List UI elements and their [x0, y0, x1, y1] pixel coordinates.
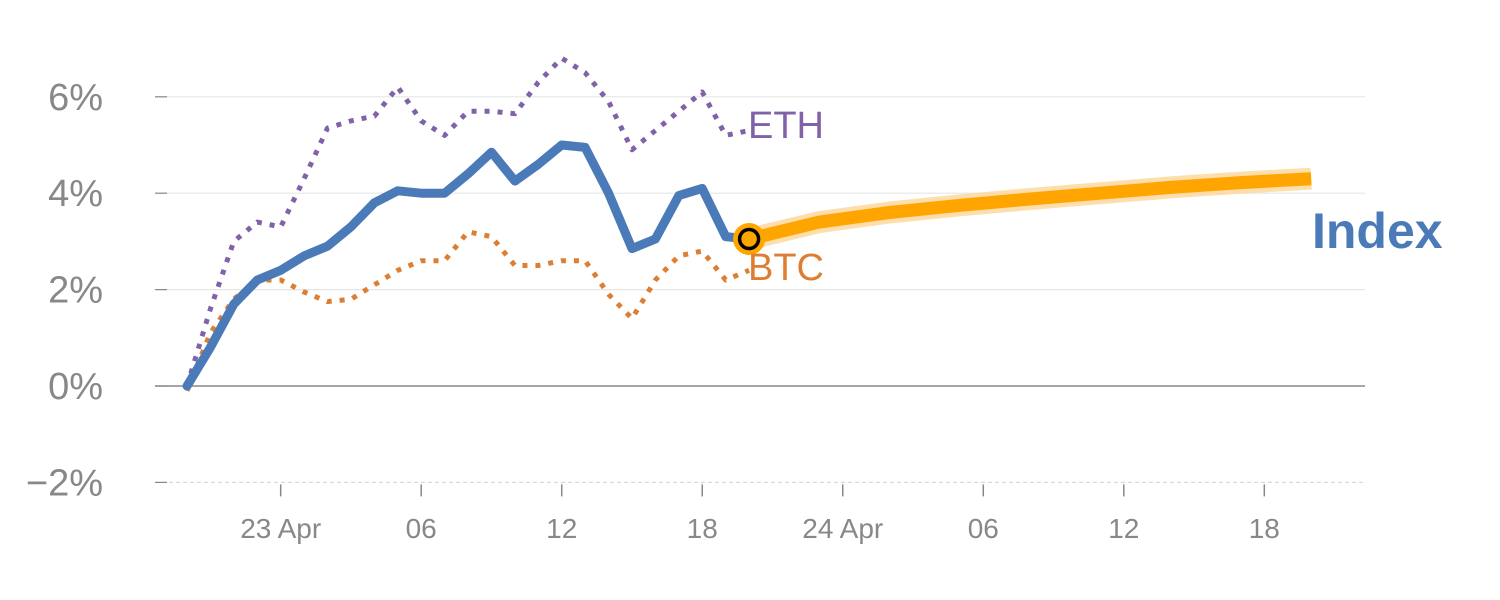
index-line	[182, 140, 754, 391]
y-tick-label: 6%	[48, 77, 103, 119]
y-axis: −2% 0% 2% 4% 6%	[26, 77, 167, 504]
grid-lines	[155, 96, 1365, 483]
y-tick-label: 2%	[48, 270, 103, 312]
y-tick-label: −2%	[26, 462, 103, 504]
forecast-line	[747, 172, 1312, 246]
series-labels: ETH BTC Index	[748, 105, 1443, 289]
x-tick-label: 18	[687, 513, 718, 544]
x-tick-label: 12	[546, 513, 577, 544]
x-axis: 23 Apr 06 12 18 24 Apr 06 12 18	[240, 484, 1280, 544]
x-tick-label: 06	[968, 513, 999, 544]
x-tick-label: 18	[1249, 513, 1280, 544]
x-tick-label: 06	[406, 513, 437, 544]
y-tick-label: 4%	[48, 173, 103, 215]
btc-line	[184, 229, 751, 392]
x-tick-label: 24 Apr	[802, 513, 883, 544]
series-lines	[182, 55, 1312, 392]
current-point-ring	[737, 227, 761, 251]
current-point-marker	[733, 222, 766, 255]
eth-line	[184, 55, 750, 387]
x-tick-label: 23 Apr	[240, 513, 321, 544]
y-tick-label: 0%	[48, 366, 103, 408]
eth-label: ETH	[748, 105, 824, 147]
btc-label: BTC	[748, 247, 824, 289]
index-label: Index	[1312, 203, 1443, 259]
x-tick-label: 12	[1108, 513, 1139, 544]
